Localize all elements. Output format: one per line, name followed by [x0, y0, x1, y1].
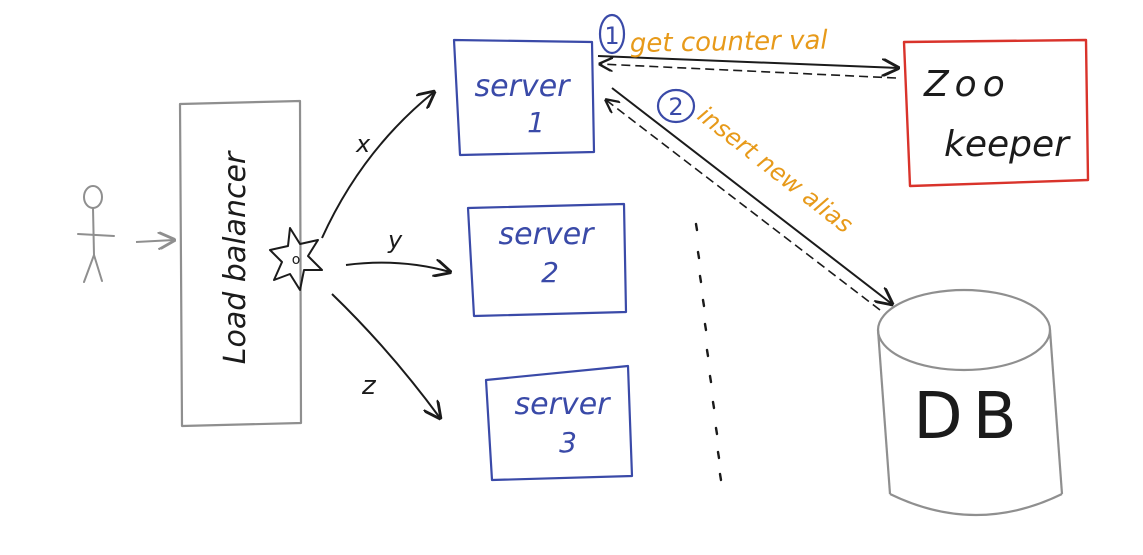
- svg-text:o: o: [292, 252, 301, 268]
- load-balancer-box: Load balancer: [178, 99, 303, 428]
- server-3-name: server: [515, 387, 612, 422]
- server-2-number: 2: [541, 256, 559, 289]
- route-x-arrow: [321, 92, 434, 239]
- step-2-badge: 2: [656, 88, 696, 124]
- server-3-box: server 3: [484, 364, 634, 482]
- route-y-label: y: [387, 226, 403, 254]
- zookeeper-label-line1: Zoo: [923, 64, 1011, 105]
- step-1-label: get counter val: [630, 26, 829, 59]
- route-z-label: z: [361, 371, 377, 401]
- step-2-response-arrow: [606, 100, 881, 311]
- server-1-box: server 1: [452, 38, 596, 157]
- zookeeper-box: Zoo keeper: [902, 38, 1090, 188]
- step-2-number: 2: [668, 93, 683, 121]
- route-y-arrow: [345, 263, 450, 272]
- route-x-label: x: [355, 130, 371, 158]
- step-2-request-arrow: [611, 87, 892, 304]
- step-1-response-arrow: [600, 64, 897, 79]
- hash-function-icon: o: [269, 227, 323, 291]
- step-1-number: 1: [604, 22, 619, 50]
- step-1-badge: 1: [598, 13, 626, 55]
- step-1-request-arrow: [597, 55, 898, 68]
- db-label: DB: [913, 380, 1026, 454]
- zookeeper-label-line2: keeper: [944, 124, 1071, 165]
- db-cylinder: DB: [876, 288, 1064, 517]
- server-2-box: server 2: [466, 202, 628, 318]
- server-3-number: 3: [559, 426, 577, 459]
- server-1-number: 1: [527, 106, 545, 139]
- load-balancer-label: Load balancer: [218, 150, 253, 364]
- user-stick-figure-icon: [77, 185, 115, 283]
- route-z-arrow: [331, 293, 440, 418]
- more-servers-ellipsis: [694, 222, 723, 482]
- user-to-balancer-arrow: [135, 240, 174, 242]
- server-1-name: server: [475, 69, 572, 104]
- server-2-name: server: [499, 217, 596, 252]
